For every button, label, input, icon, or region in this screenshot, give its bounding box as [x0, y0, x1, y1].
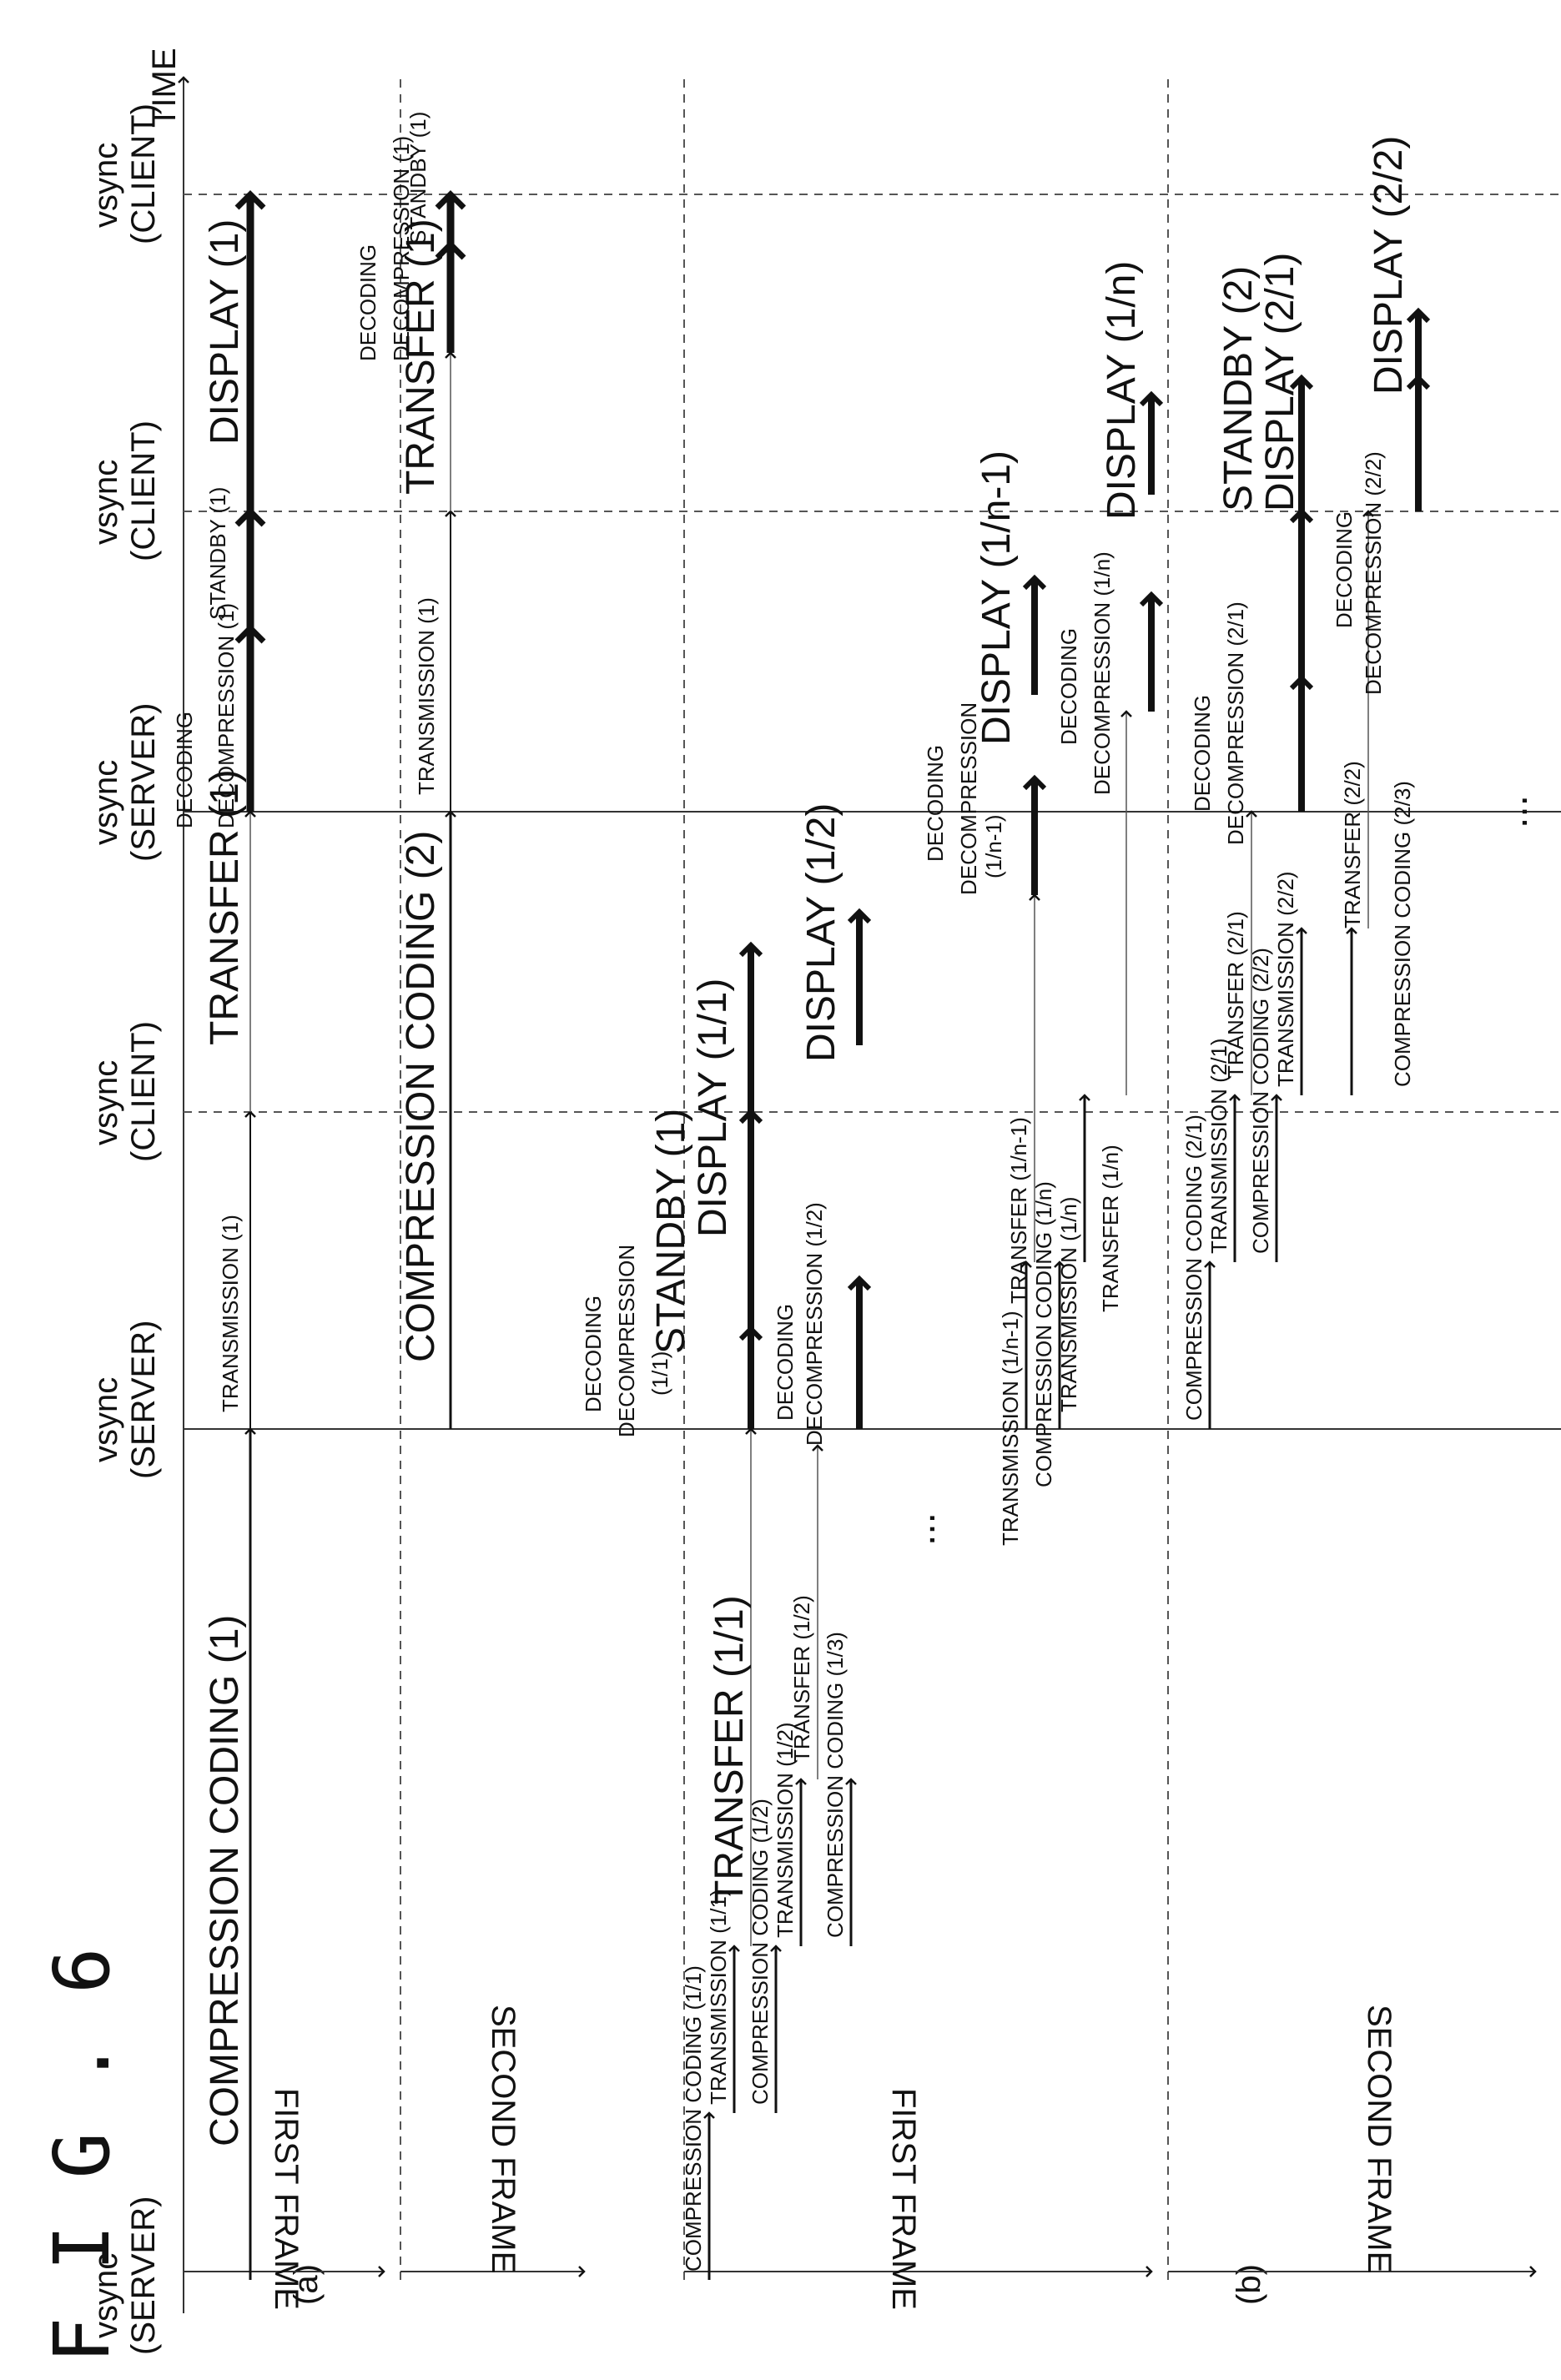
b2-dec21-label-a: DECODING — [1190, 695, 1215, 812]
panel-b-label: (b) — [1231, 2264, 1267, 2305]
panel-b-first-frame: COMPRESSION CODING (1/1) TRANSMISSION (1… — [581, 261, 1164, 2280]
a1-compression-label: COMPRESSION CODING (1) — [203, 1615, 247, 2146]
b1-dec1n1-label-b: DECOMPRESSION — [956, 702, 981, 895]
a2-transfer-label: TRANSFER (1) — [399, 219, 443, 495]
b1-dec11-label-c: (1/1) — [647, 1351, 672, 1396]
row-label-b-second: SECOND FRAME — [1361, 2005, 1397, 2273]
b2-tf21-label: TRANSFER (2/1) — [1223, 911, 1248, 1079]
a1-decoding-label-1: DECODING — [172, 712, 197, 828]
a1-transmission-label: TRANSMISSION (1) — [218, 1215, 243, 1412]
b1-dec11-label-a: DECODING — [581, 1296, 606, 1412]
vsync-label-server-1: vsync (SERVER) — [88, 1321, 162, 1479]
b2-standby-label: STANDBY (2) — [1216, 266, 1261, 511]
b1-dec11-label-b: DECOMPRESSION — [614, 1245, 639, 1437]
a2-transmission-label: TRANSMISSION (1) — [414, 597, 439, 795]
vsync-label-client-2: vsync (CLIENT) — [88, 420, 162, 561]
b2-tm22-label: TRANSMISSION (2/2) — [1273, 871, 1298, 1087]
b1-tm1n-label: TRANSMISSION (1/n) — [1056, 1196, 1081, 1412]
a2-decoding-label-2: DECOMPRESSION (1) — [389, 136, 414, 361]
b1-tf12-label: TRANSFER (1/2) — [789, 1595, 814, 1763]
b1-tf1n1-label: TRANSFER (1/n-1) — [1006, 1117, 1031, 1304]
a1-transfer-label: TRANSFER (1) — [203, 769, 247, 1045]
svg-text:(CLIENT): (CLIENT) — [125, 420, 162, 561]
b1-tf11-label: TRANSFER (1/1) — [707, 1595, 752, 1905]
b2-dec21-label-b: DECOMPRESSION (2/1) — [1223, 601, 1248, 845]
b2-dec22-label-b: DECOMPRESSION (2/2) — [1361, 451, 1386, 695]
svg-text:(CLIENT): (CLIENT) — [125, 103, 162, 244]
row-label-a-first: FIRST FRAME — [268, 2088, 305, 2310]
a1-standby-label: STANDBY (1) — [205, 487, 230, 620]
svg-text:(SERVER): (SERVER) — [125, 2196, 162, 2355]
b1-disp11-label: DISPLAY (1/1) — [691, 979, 735, 1237]
svg-text:(SERVER): (SERVER) — [125, 703, 162, 862]
figure-title: F I G . 6 — [38, 1948, 127, 2364]
vsync-label-server-2: vsync (SERVER) — [88, 703, 162, 862]
svg-text:vsync: vsync — [88, 2253, 124, 2338]
panel-a-first-frame: COMPRESSION CODING (1) TRANSMISSION (1) … — [172, 190, 266, 2280]
b2-cc23-label: COMPRESSION CODING (2/3) — [1390, 781, 1415, 1087]
panel-a-second-frame: COMPRESSION CODING (2) TRANSMISSION (1) … — [355, 112, 466, 1429]
svg-text:vsync: vsync — [88, 1060, 124, 1145]
b1-tm1n1-label: TRANSMISSION (1/n-1) — [998, 1311, 1023, 1546]
b2-disp22-label: DISPLAY (2/2) — [1367, 136, 1411, 395]
a2-standby-label: STANDBY (1) — [405, 112, 431, 244]
b1-dec1n1-label-c: (1/n-1) — [981, 814, 1006, 878]
a1-decoding-label-2: DECOMPRESSION (1) — [214, 603, 239, 828]
b1-standby-label: STANDBY (1) — [649, 1109, 693, 1354]
b1-disp12-label: DISPLAY (1/2) — [799, 803, 843, 1062]
b2-tm21-label: TRANSMISSION (2/1) — [1206, 1038, 1231, 1254]
a1-display-label: DISPLAY (1) — [203, 219, 247, 445]
vsync-label-client-1: vsync (CLIENT) — [88, 1021, 162, 1162]
b1-dec1n-label-a: DECODING — [1056, 628, 1081, 745]
b1-tm12-label: TRANSMISSION (1/2) — [773, 1722, 798, 1938]
b1-cc11-label: COMPRESSION CODING (1/1) — [681, 1965, 706, 2272]
a2-compression-label: COMPRESSION CODING (2) — [399, 831, 443, 1362]
time-label: TIME — [146, 48, 183, 128]
vsync-label-server-0: vsync (SERVER) — [88, 2196, 162, 2355]
b1-cc13-label: COMPRESSION CODING (1/3) — [823, 1632, 848, 1938]
row-label-b-first: FIRST FRAME — [885, 2088, 922, 2310]
svg-text:vsync: vsync — [88, 143, 124, 228]
svg-text:vsync: vsync — [88, 460, 124, 545]
panel-b-second-frame: COMPRESSION CODING (2/1) TRANSMISSION (2… — [1181, 136, 1536, 1429]
b2-ellipsis: ... — [1492, 795, 1536, 828]
b2-dec22-label-a: DECODING — [1332, 511, 1357, 628]
b2-cc22-label: COMPRESSION CODING (2/2) — [1248, 948, 1273, 1254]
vsync-label-client-3: vsync (CLIENT) — [88, 103, 162, 244]
b1-cc1n-label: COMPRESSION CODING (1/n) — [1031, 1181, 1056, 1487]
b1-dec1n1-label-a: DECODING — [923, 745, 948, 862]
b1-dec12-label-a: DECODING — [773, 1304, 798, 1421]
b1-disp1n1-label: DISPLAY (1/n-1) — [974, 450, 1019, 745]
b2-tf22-label: TRANSFER (2/2) — [1340, 761, 1365, 928]
b1-tf1n-label: TRANSFER (1/n) — [1098, 1145, 1123, 1312]
b2-disp21-label: DISPLAY (2/1) — [1258, 253, 1302, 511]
b1-dec1n-label-b: DECOMPRESSION (1/n) — [1090, 551, 1115, 795]
svg-text:(CLIENT): (CLIENT) — [125, 1021, 162, 1162]
b1-ellipsis: ... — [899, 1512, 944, 1546]
svg-text:vsync: vsync — [88, 760, 124, 845]
b1-disp1n-label: DISPLAY (1/n) — [1100, 261, 1144, 520]
svg-text:vsync: vsync — [88, 1377, 124, 1462]
b1-tm11-label: TRANSMISSION (1/1) — [706, 1889, 731, 2105]
b1-dec12-label-b: DECOMPRESSION (1/2) — [802, 1202, 827, 1446]
b1-cc12-label: COMPRESSION CODING (1/2) — [748, 1799, 773, 2105]
b2-cc21-label: COMPRESSION CODING (2/1) — [1181, 1115, 1206, 1421]
row-label-a-second: SECOND FRAME — [485, 2005, 521, 2273]
a2-decoding-label-1: DECODING — [355, 244, 380, 361]
rotated-content: F I G . 6 (a) (b) TIME FIRST FRAME SECON… — [38, 48, 1561, 2363]
svg-text:(SERVER): (SERVER) — [125, 1321, 162, 1479]
